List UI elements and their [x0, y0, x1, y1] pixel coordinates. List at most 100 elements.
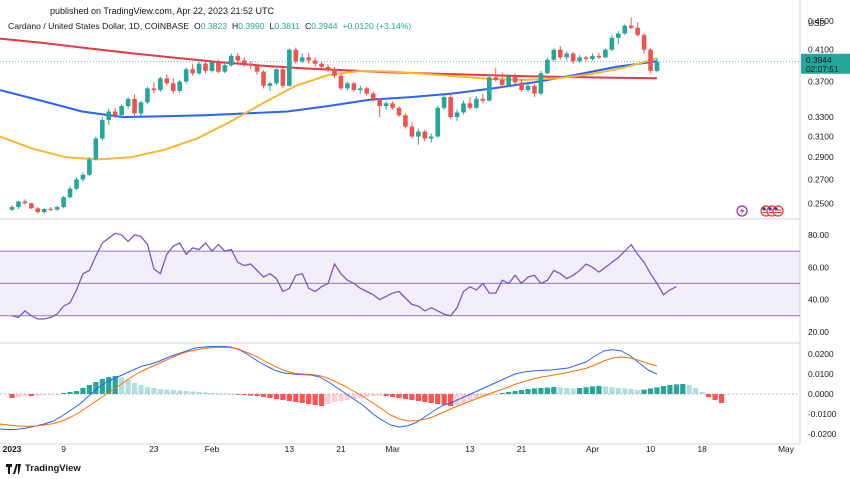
macd-histogram-bar — [364, 394, 370, 397]
macd-histogram-bar — [151, 388, 157, 394]
macd-histogram-bar — [480, 394, 486, 397]
candle-body — [274, 69, 279, 84]
macd-histogram-bar — [596, 386, 602, 394]
candle-body — [416, 131, 421, 137]
candle-body — [532, 85, 537, 94]
macd-histogram-bar — [577, 388, 583, 394]
candle-body — [306, 57, 311, 61]
price-tick-label: 0.3300 — [808, 112, 834, 122]
time-tick-label: 2023 — [3, 444, 22, 454]
candle-body — [358, 88, 363, 91]
macd-histogram-bar — [299, 394, 305, 403]
macd-histogram-bar — [428, 394, 434, 403]
macd-histogram-bar — [589, 386, 596, 394]
macd-histogram-bar — [93, 382, 99, 394]
candle-body — [332, 69, 337, 76]
candle-body — [648, 49, 653, 71]
macd-histogram-bar — [441, 394, 447, 405]
candle-body — [261, 71, 266, 86]
lightning-event-icon — [736, 205, 748, 217]
candle-body — [119, 106, 124, 116]
candle-body — [519, 82, 524, 91]
candle-body — [603, 49, 608, 58]
candle-body — [190, 69, 195, 74]
candle-body — [480, 98, 486, 101]
macd-histogram-bar — [9, 394, 15, 398]
candle-body — [345, 83, 350, 89]
macd-histogram-bar — [402, 394, 409, 399]
macd-histogram-bar — [125, 380, 131, 394]
candle-body — [609, 37, 615, 50]
candle-body — [441, 97, 447, 108]
candle-body — [564, 53, 569, 58]
candle-body — [545, 59, 550, 74]
candle-body — [641, 34, 647, 50]
candle-body — [209, 62, 215, 71]
macd-histogram-bar — [551, 387, 557, 394]
macd-histogram-bar — [54, 394, 60, 395]
candle-body — [448, 97, 453, 118]
macd-histogram-bar — [415, 394, 421, 401]
last-price-label: 0.3944 — [806, 55, 832, 65]
candle-body — [177, 81, 182, 91]
macd-histogram-bar — [80, 388, 86, 394]
close-label: C — [304, 21, 312, 31]
macd-histogram-bar — [190, 391, 196, 394]
lightning-bolt-icon — [740, 207, 745, 215]
time-tick-label: 9 — [61, 444, 66, 454]
macd-histogram-bar — [383, 394, 389, 396]
candle-body — [235, 55, 241, 61]
candle-body — [538, 73, 544, 94]
us-flag-canton — [768, 207, 772, 210]
candle-body — [29, 203, 34, 209]
us-flag-events-icon — [760, 205, 784, 217]
macd-histogram-bar — [312, 394, 318, 405]
macd-histogram-bar — [273, 394, 280, 399]
macd-histogram-bar — [286, 394, 292, 401]
time-tick-label: 13 — [465, 444, 475, 454]
candle-body — [435, 107, 440, 137]
macd-histogram-bar — [112, 376, 118, 394]
price-tick-label: 0.3100 — [808, 132, 834, 142]
macd-histogram-bar — [531, 388, 538, 394]
macd-histogram-bar — [435, 394, 441, 404]
macd-histogram-bar — [693, 388, 699, 394]
candle-body — [312, 60, 318, 64]
macd-histogram-bar — [331, 394, 338, 402]
tradingview-brand[interactable]: TradingView — [6, 463, 81, 474]
macd-histogram-bar — [183, 391, 189, 394]
price-tick-label: 0.2700 — [808, 174, 834, 184]
macd-histogram-bar — [460, 394, 467, 403]
price-axis-currency: USD — [808, 18, 826, 28]
candle-body — [596, 55, 602, 58]
symbol-title[interactable]: Cardano / United States Dollar, 1D, COIN… — [8, 21, 190, 31]
macd-histogram-bar — [518, 390, 525, 394]
candle-body — [158, 78, 163, 91]
macd-histogram-bar — [61, 393, 67, 394]
candle-body — [467, 103, 473, 108]
macd-histogram-bar — [357, 394, 363, 398]
macd-signal-line — [0, 346, 658, 427]
macd-histogram-bar — [119, 377, 125, 394]
candle-body — [325, 66, 331, 70]
published-note: published on TradingView.com, Apr 22, 20… — [50, 6, 274, 16]
candle-body — [461, 103, 466, 113]
macd-histogram-bar — [209, 393, 215, 394]
open-value: 0.3823 — [200, 21, 228, 31]
candle-body — [16, 201, 21, 208]
macd-histogram-bar — [467, 394, 473, 400]
price-tick-label: 0.2500 — [808, 198, 834, 208]
macd-histogram-bar — [699, 392, 705, 394]
time-tick-label: 18 — [697, 444, 707, 454]
macd-histogram-bar — [293, 394, 299, 402]
candle-body — [506, 76, 511, 85]
candle-body — [487, 77, 492, 101]
last-price-tag — [801, 53, 850, 74]
candle-body — [409, 126, 415, 137]
candle-body — [267, 83, 273, 86]
time-tick-label: 23 — [149, 444, 159, 454]
macd-histogram-bar — [570, 388, 576, 394]
candle-body — [364, 88, 370, 94]
candle-body — [570, 53, 576, 62]
macd-histogram-bar — [138, 385, 144, 394]
